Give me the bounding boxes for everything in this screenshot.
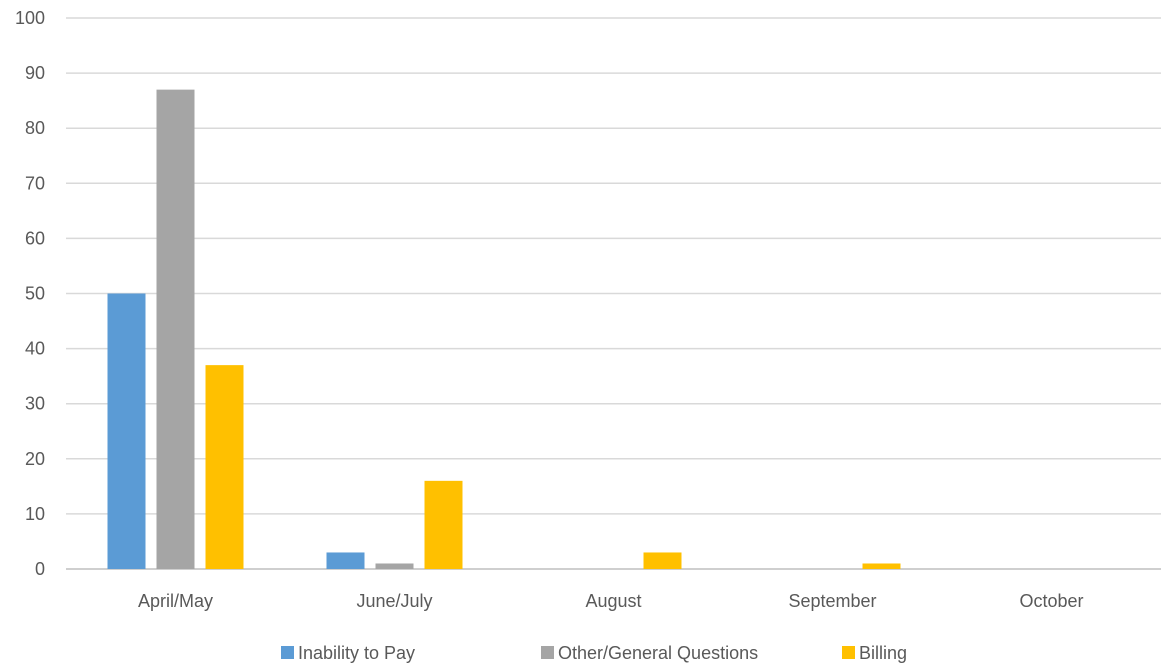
- x-tick-label: October: [1019, 591, 1083, 611]
- bar-0-2: [205, 365, 244, 569]
- y-tick-label: 30: [25, 394, 45, 414]
- y-tick-label: 10: [25, 504, 45, 524]
- bar-0-1: [156, 89, 195, 569]
- bar-1-0: [326, 552, 365, 569]
- gridlines: [66, 17, 1161, 570]
- bars: [107, 89, 901, 569]
- bar-1-2: [424, 480, 463, 569]
- x-axis: April/May June/July August September October: [138, 591, 1084, 611]
- y-tick-label: 100: [15, 8, 45, 28]
- legend-label: Inability to Pay: [298, 643, 415, 663]
- legend-swatch: [842, 646, 855, 659]
- x-tick-label: April/May: [138, 591, 213, 611]
- x-tick-label: August: [585, 591, 641, 611]
- y-tick-label: 20: [25, 449, 45, 469]
- legend-label: Other/General Questions: [558, 643, 758, 663]
- y-tick-label: 80: [25, 118, 45, 138]
- bar-3-2: [862, 563, 901, 569]
- x-tick-label: June/July: [356, 591, 432, 611]
- y-tick-label: 40: [25, 339, 45, 359]
- legend-swatch: [541, 646, 554, 659]
- bar-0-0: [107, 293, 146, 569]
- bar-1-1: [375, 563, 414, 569]
- x-tick-label: September: [788, 591, 876, 611]
- y-tick-label: 70: [25, 173, 45, 193]
- legend: Inability to Pay Other/General Questions B…: [281, 643, 907, 663]
- bar-2-2: [643, 552, 682, 569]
- legend-label: Billing: [859, 643, 907, 663]
- y-axis-ticks: 0 10 20 30 40 50 60 70 80 90 100: [15, 8, 45, 579]
- y-tick-label: 90: [25, 63, 45, 83]
- legend-swatch: [281, 646, 294, 659]
- y-tick-label: 50: [25, 284, 45, 304]
- y-tick-label: 60: [25, 228, 45, 248]
- y-tick-label: 0: [35, 559, 45, 579]
